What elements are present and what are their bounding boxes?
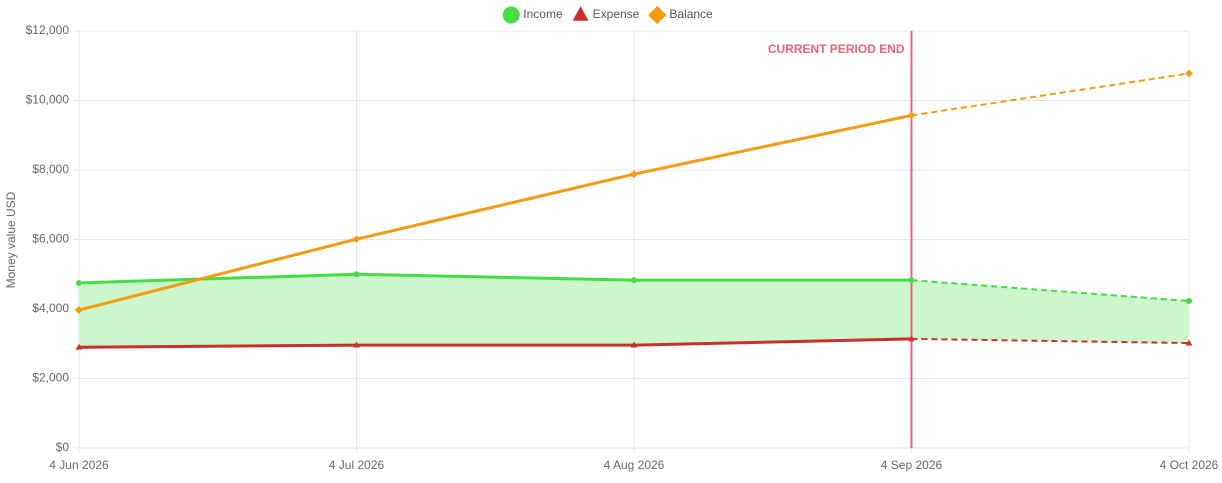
marker — [630, 341, 638, 348]
marker — [908, 335, 915, 342]
marker — [75, 343, 83, 350]
legend-marker — [572, 6, 589, 21]
marker — [353, 341, 360, 348]
marker — [1185, 69, 1193, 78]
line — [911, 337, 1190, 345]
fill-area — [79, 274, 1189, 348]
marker — [630, 170, 638, 179]
grid — [74, 30, 1190, 453]
marker — [352, 235, 361, 244]
y-tick-label: $12,000 — [26, 23, 70, 37]
line — [78, 272, 912, 285]
y-tick-label: $2,000 — [32, 371, 69, 385]
marker — [1186, 298, 1192, 305]
marker — [631, 277, 637, 284]
y-tick-label: $6,000 — [32, 232, 69, 246]
legend-marker — [502, 6, 520, 24]
annotation-label: CURRENT PERIOD END — [768, 42, 905, 56]
y-tick-label: $0 — [56, 440, 70, 454]
y-tick-label: $8,000 — [32, 162, 69, 176]
x-tick-label: 4 Jun 2026 — [49, 458, 109, 472]
y-axis-title: Money value USD — [4, 191, 18, 288]
marker — [908, 277, 915, 284]
marker — [907, 111, 916, 120]
legend-label: Expense — [593, 7, 640, 21]
x-tick-label: 4 Jul 2026 — [329, 458, 385, 472]
marker — [76, 279, 82, 286]
y-tick-label: $4,000 — [32, 301, 69, 315]
line — [78, 337, 912, 349]
y-tick-label: $10,000 — [26, 93, 70, 107]
legend-label: Balance — [669, 7, 713, 21]
marker — [353, 271, 360, 278]
line — [78, 113, 912, 312]
legend-marker — [648, 5, 667, 25]
x-tick-label: 4 Sep 2026 — [881, 458, 943, 472]
legend: Income Expense Balance — [502, 5, 713, 25]
marker — [1185, 339, 1193, 346]
line — [911, 72, 1190, 117]
legend-label: Income — [523, 7, 563, 21]
line — [911, 279, 1190, 303]
x-tick-label: 4 Oct 2026 — [1160, 458, 1219, 472]
x-tick-label: 4 Aug 2026 — [604, 458, 665, 472]
marker — [75, 306, 83, 314]
